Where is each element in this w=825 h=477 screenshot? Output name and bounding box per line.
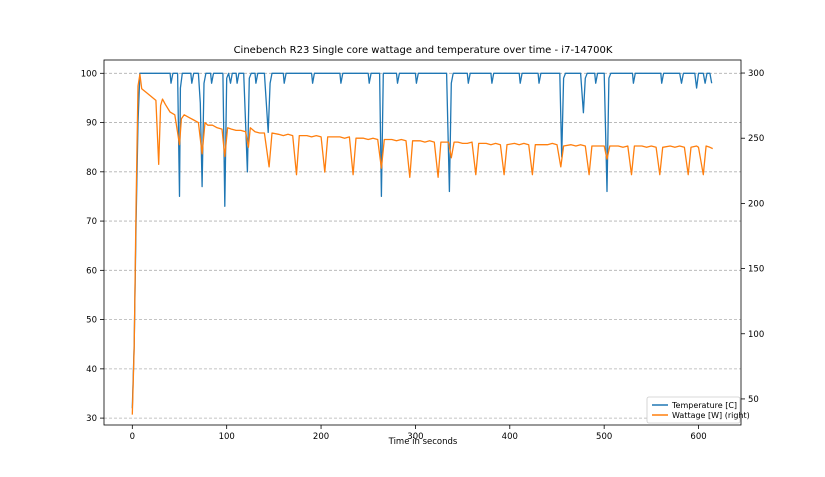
y-right-tick-label-50: 50 [748,395,759,405]
x-tick-label-100: 100 [219,432,235,442]
y-left-tick-label-30: 30 [86,414,97,424]
legend-label-wattage: Wattage [W] (right) [672,411,750,420]
y-right-tick-label-200: 200 [748,199,764,209]
y-left-tick-label-80: 80 [86,168,97,178]
x-axis: 0 100 200 300 400 500 600 [130,425,707,442]
y-axis-left: 30 40 50 60 70 80 90 100 [81,69,104,424]
x-tick-label-200: 200 [313,432,329,442]
y-left-tick-label-40: 40 [86,365,97,375]
plot-frame [103,59,742,426]
y-right-tick-label-100: 100 [748,330,764,340]
x-tick-label-500: 500 [596,432,612,442]
x-axis-label: Time in seconds [388,437,458,447]
legend: Temperature [C] Wattage [W] (right) [646,396,750,424]
x-tick-label-400: 400 [502,432,518,442]
series-line-wattage [131,73,713,415]
x-tick-label-600: 600 [690,432,706,442]
legend-box [646,396,741,424]
series-line-temperature [131,72,713,409]
y-left-tick-label-70: 70 [86,217,97,227]
y-right-tick-label-150: 150 [748,265,764,275]
y-axis-right: 50 100 150 200 250 300 [741,69,764,405]
chart-title: Cinebench R23 Single core wattage and te… [234,45,613,56]
y-left-tick-label-50: 50 [86,316,97,326]
y-right-tick-label-250: 250 [748,134,764,144]
y-left-tick-label-90: 90 [86,119,97,129]
y-right-tick-label-300: 300 [748,69,764,79]
y-left-tick-label-60: 60 [86,266,97,276]
series-layer [131,72,713,415]
legend-label-temperature: Temperature [C] [671,401,737,410]
x-tick-label-300: 300 [407,432,423,442]
x-tick-label-0: 0 [130,432,135,442]
y-left-tick-label-100: 100 [81,69,97,79]
grid-lines [104,72,741,419]
